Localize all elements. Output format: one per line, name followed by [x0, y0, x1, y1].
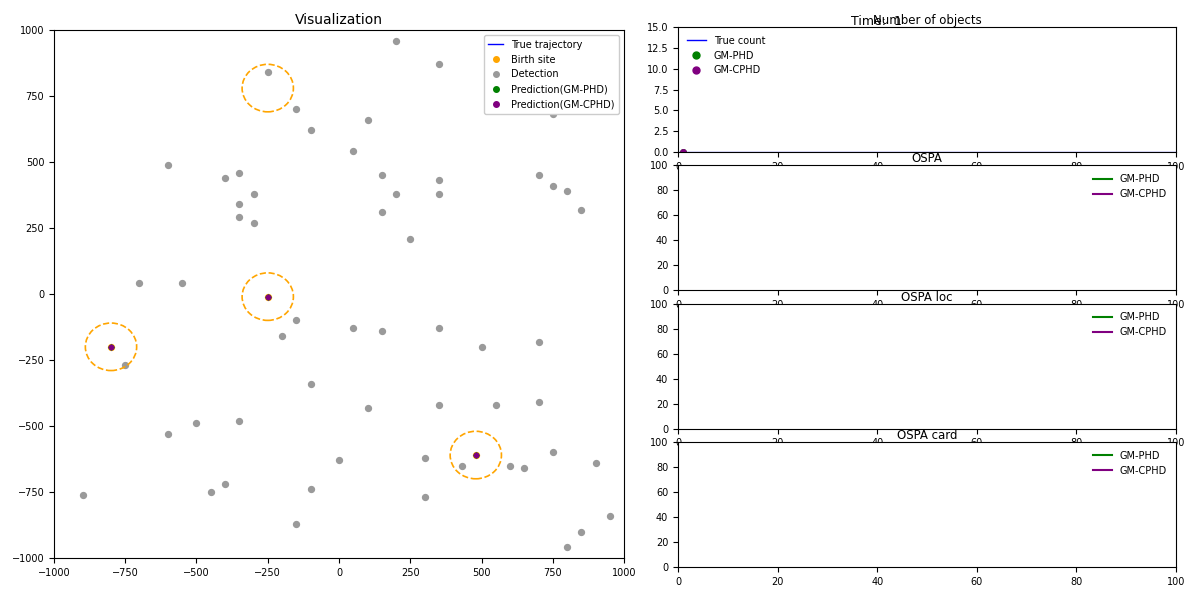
- Point: [515, 78, 534, 88]
- Point: [258, 292, 277, 301]
- Point: [301, 485, 320, 494]
- Point: [452, 461, 472, 470]
- Point: [73, 490, 92, 499]
- Point: [466, 450, 485, 460]
- Point: [229, 199, 248, 209]
- Title: OSPA loc: OSPA loc: [901, 290, 953, 304]
- Point: [101, 342, 120, 352]
- Point: [258, 292, 277, 301]
- Point: [586, 458, 605, 468]
- Point: [372, 326, 391, 336]
- Title: OSPA: OSPA: [912, 152, 942, 166]
- Legend: True trajectory, Birth site, Detection, Prediction(GM-PHD), Prediction(GM-CPHD): True trajectory, Birth site, Detection, …: [484, 35, 619, 114]
- Point: [372, 170, 391, 180]
- Point: [258, 292, 277, 301]
- Point: [529, 170, 548, 180]
- Point: [158, 429, 178, 439]
- Point: [229, 212, 248, 222]
- Point: [466, 450, 485, 460]
- Point: [544, 448, 563, 457]
- Point: [472, 342, 491, 352]
- Legend: True count, GM-PHD, GM-CPHD: True count, GM-PHD, GM-CPHD: [683, 32, 769, 79]
- Point: [544, 181, 563, 191]
- Point: [500, 461, 520, 470]
- Point: [466, 450, 485, 460]
- Point: [529, 337, 548, 346]
- Point: [401, 234, 420, 244]
- Title: Number of objects: Number of objects: [872, 14, 982, 27]
- Legend: GM-PHD, GM-CPHD: GM-PHD, GM-CPHD: [1088, 170, 1171, 203]
- Point: [515, 463, 534, 473]
- Point: [101, 342, 120, 352]
- Point: [244, 189, 263, 199]
- Text: Time:  1: Time: 1: [851, 15, 901, 28]
- Point: [430, 176, 449, 185]
- Point: [258, 67, 277, 77]
- Point: [301, 125, 320, 135]
- Title: Visualization: Visualization: [295, 13, 383, 28]
- Point: [158, 160, 178, 169]
- Point: [430, 323, 449, 333]
- Point: [202, 487, 221, 497]
- Point: [287, 316, 306, 325]
- Point: [430, 59, 449, 69]
- Point: [343, 323, 362, 333]
- Point: [358, 115, 377, 125]
- Point: [386, 36, 406, 46]
- Point: [415, 493, 434, 502]
- Point: [571, 205, 590, 214]
- Point: [571, 527, 590, 536]
- Point: [557, 542, 577, 552]
- Point: [529, 397, 548, 407]
- Point: [101, 342, 120, 352]
- Point: [216, 173, 235, 182]
- Point: [466, 450, 485, 460]
- Point: [557, 186, 577, 196]
- Point: [216, 479, 235, 489]
- Point: [430, 400, 449, 410]
- Point: [229, 416, 248, 425]
- Point: [329, 455, 349, 465]
- Point: [544, 110, 563, 119]
- Point: [430, 189, 449, 199]
- Legend: GM-PHD, GM-CPHD: GM-PHD, GM-CPHD: [1088, 308, 1171, 341]
- Point: [244, 218, 263, 227]
- Point: [115, 361, 134, 370]
- Point: [287, 519, 306, 529]
- Title: OSPA card: OSPA card: [896, 429, 958, 442]
- Point: [301, 379, 320, 389]
- Point: [173, 278, 192, 288]
- Point: [229, 168, 248, 178]
- Point: [358, 403, 377, 412]
- Point: [130, 278, 149, 288]
- Point: [101, 342, 120, 352]
- Point: [287, 104, 306, 114]
- Point: [187, 419, 206, 428]
- Point: [600, 511, 619, 521]
- Point: [486, 400, 505, 410]
- Point: [415, 453, 434, 463]
- Point: [343, 146, 362, 156]
- Point: [258, 292, 277, 301]
- Point: [272, 331, 292, 341]
- Point: [372, 208, 391, 217]
- Point: [386, 189, 406, 199]
- Legend: GM-PHD, GM-CPHD: GM-PHD, GM-CPHD: [1088, 447, 1171, 479]
